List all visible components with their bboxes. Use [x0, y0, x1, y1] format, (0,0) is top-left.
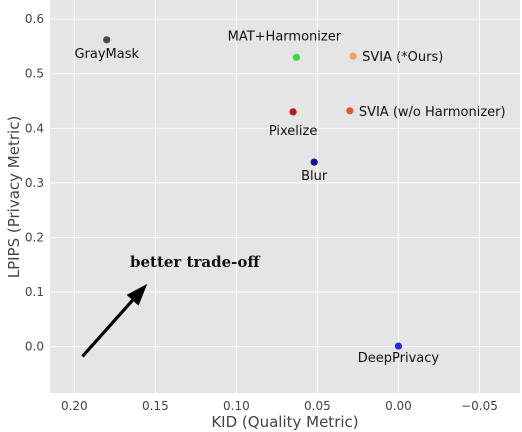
y-tick-label: 0.5 [25, 67, 44, 81]
x-axis-label: KID (Quality Metric) [211, 413, 358, 431]
data-point [394, 342, 403, 350]
data-point [103, 36, 111, 44]
data-point [349, 52, 357, 60]
point-label: SVIA (w/o Harmonizer) [359, 105, 506, 120]
grid-lines [50, 0, 520, 393]
point-label: Pixelize [269, 124, 318, 139]
annotation-arrow-shaft [81, 299, 134, 358]
data-point [346, 107, 354, 115]
y-tick-label: 0.3 [25, 176, 44, 190]
annotation-arrow-head [126, 283, 148, 306]
point-label: SVIA (*Ours) [362, 50, 443, 65]
point-labels: GrayMask MAT+Harmonizer SVIA (*Ours) Pixeli… [74, 29, 505, 366]
annotation-layer: better trade-off [81, 253, 261, 358]
x-tick-label: 0.15 [142, 399, 169, 413]
data-point [310, 158, 318, 166]
x-tick-label: 0.10 [223, 399, 250, 413]
point-label: DeepPrivacy [358, 351, 440, 366]
y-tick-label: 0.0 [25, 340, 44, 354]
x-axis-ticks: 0.20 0.15 0.10 0.05 0.00 −0.05 [61, 399, 498, 413]
y-axis-ticks: 0.0 0.1 0.2 0.3 0.4 0.5 0.6 [25, 12, 44, 354]
data-point [292, 53, 300, 61]
x-tick-label: 0.20 [61, 399, 88, 413]
x-tick-label: 0.00 [385, 399, 412, 413]
y-axis-label: LPIPS (Privacy Metric) [5, 116, 23, 279]
data-points [103, 36, 403, 350]
y-tick-label: 0.2 [25, 230, 44, 244]
point-label: MAT+Harmonizer [228, 29, 342, 44]
y-tick-label: 0.4 [25, 121, 44, 135]
x-tick-label: 0.05 [304, 399, 331, 413]
y-tick-label: 0.1 [25, 285, 44, 299]
point-label: GrayMask [74, 47, 139, 62]
annotation-text: better trade-off [130, 253, 261, 271]
y-tick-label: 0.6 [25, 12, 44, 26]
point-label: Blur [301, 169, 328, 184]
plot-background [50, 0, 520, 393]
x-tick-label: −0.05 [461, 399, 498, 413]
data-point [289, 108, 297, 116]
